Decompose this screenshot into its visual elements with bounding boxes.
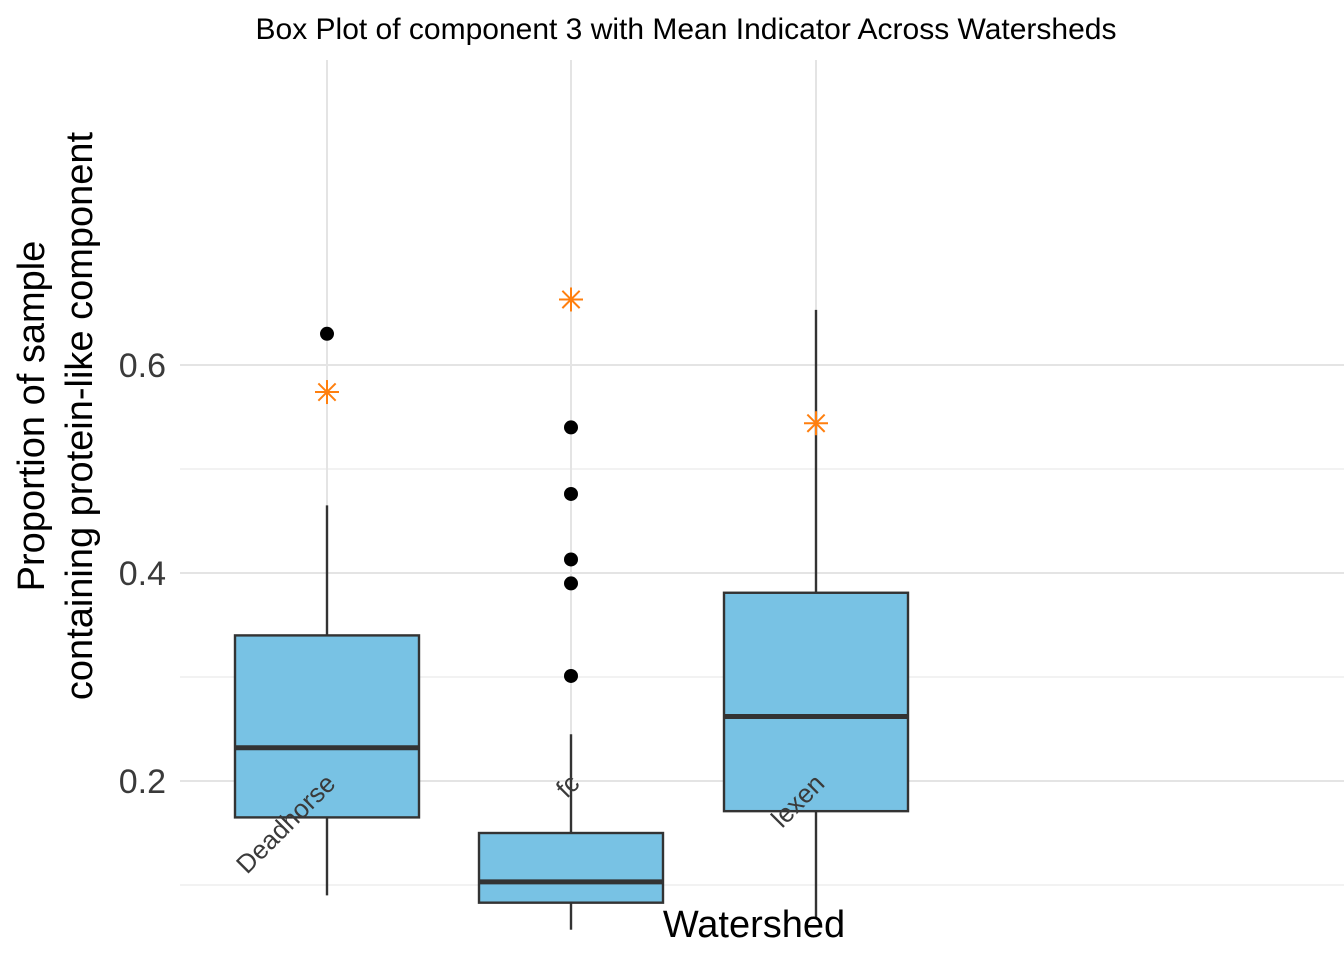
outlier-point	[564, 420, 578, 435]
y-axis-title: Proportion of sample containing protein-…	[11, 131, 101, 700]
outlier-point	[320, 326, 334, 341]
mean-marker	[804, 411, 828, 436]
box-lexen	[722, 591, 910, 813]
outlier-point	[564, 576, 578, 591]
outlier-point	[564, 486, 578, 501]
outlier-point	[564, 668, 578, 683]
y-tick-label: 0.6	[119, 347, 166, 385]
x-axis-title: Watershed	[663, 904, 845, 946]
x-tick-label: fc	[550, 768, 586, 804]
y-tick-label: 0.2	[119, 763, 166, 801]
box-Deadhorse	[233, 634, 421, 819]
mean-marker	[315, 380, 339, 405]
y-axis-title-line-1: Proportion of sample	[11, 241, 53, 592]
mean-marker	[559, 287, 583, 312]
chart-title: Box Plot of component 3 with Mean Indica…	[256, 13, 1117, 46]
outlier-point	[564, 552, 578, 567]
y-tick-label: 0.4	[119, 555, 166, 593]
y-axis-title-line-2: containing protein-like component	[59, 131, 101, 700]
boxes-layer	[233, 309, 910, 930]
points-layer	[315, 287, 828, 683]
y-axis-ticks: 0.2 0.4 0.6	[119, 347, 166, 801]
box-fc	[477, 831, 665, 904]
